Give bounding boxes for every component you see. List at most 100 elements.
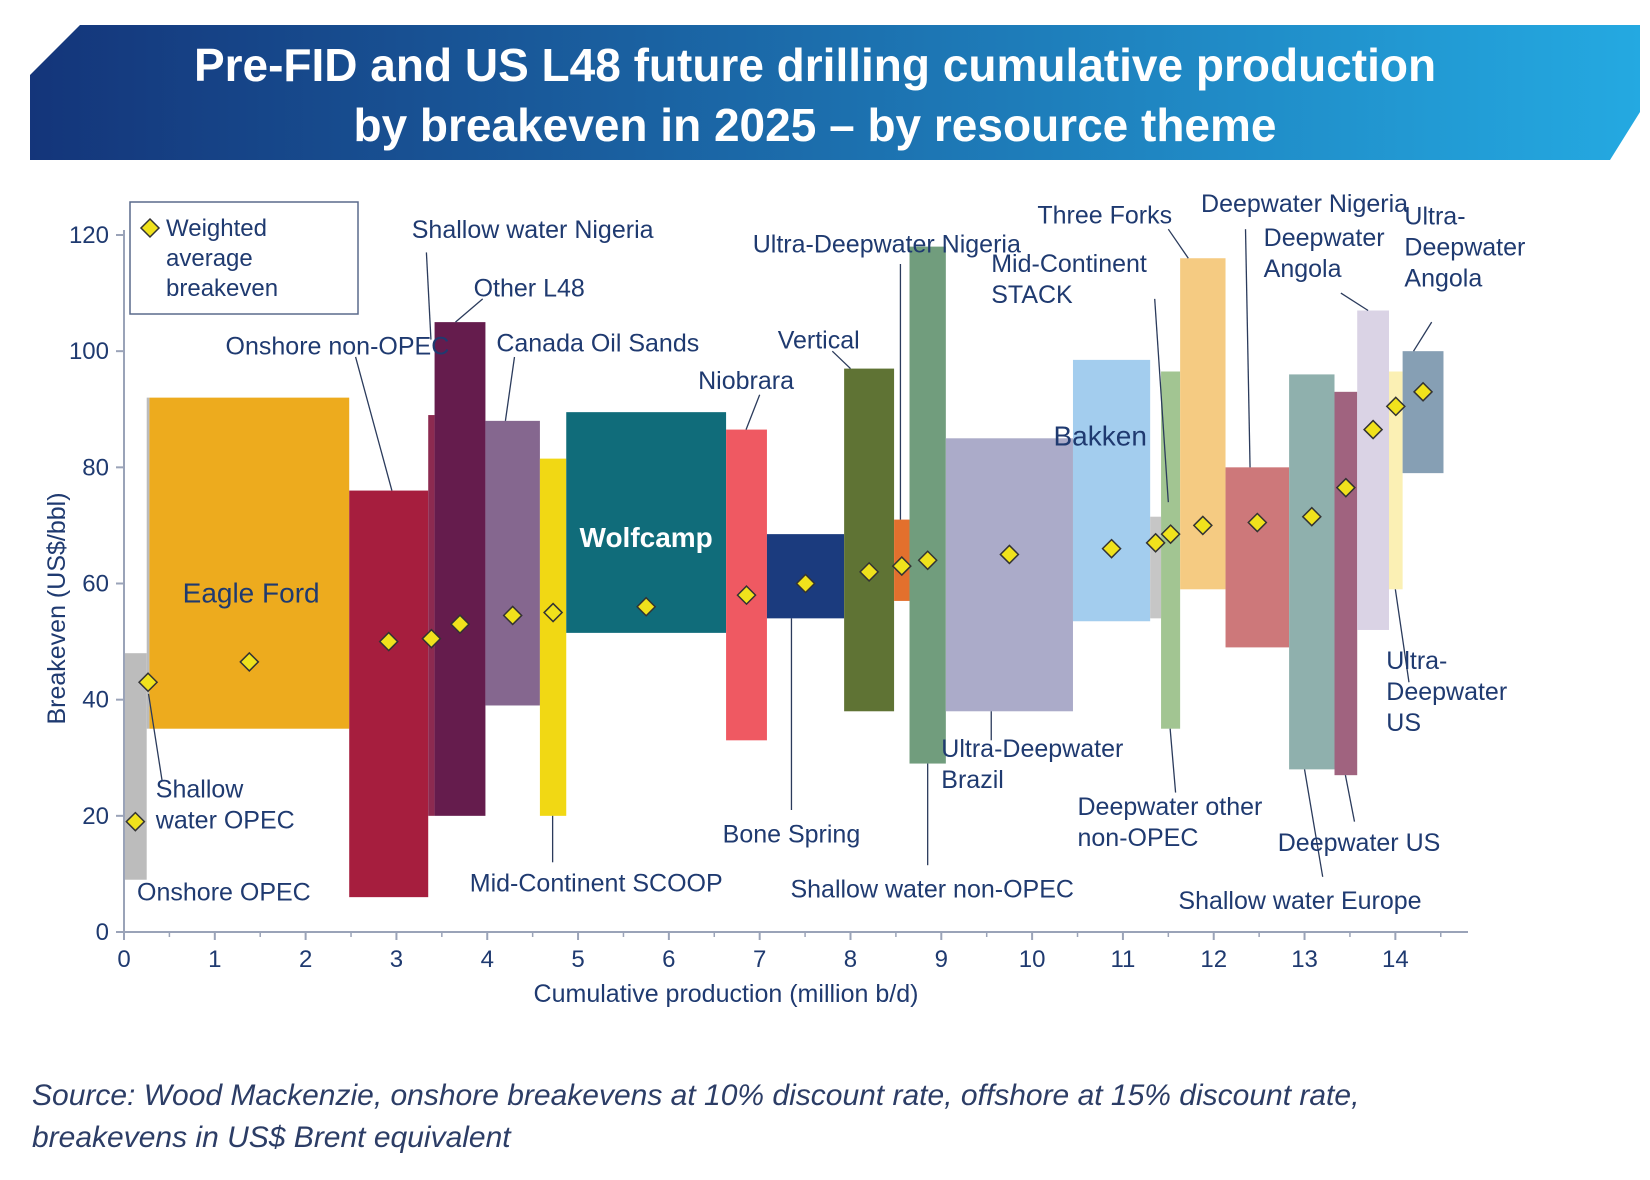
source-note: Source: Wood Mackenzie, onshore breakeve… (32, 1075, 1632, 1159)
legend-label-line-3: breakeven (166, 275, 278, 302)
marker-shallow-water-nigeria (421, 628, 442, 649)
x-tick-label: 9 (935, 946, 948, 973)
label-niobrara: Niobrara (698, 367, 794, 395)
x-tick-label: 0 (117, 946, 130, 973)
bar-vertical (844, 368, 895, 712)
label-deepwater-angola-line-1: Deepwater (1264, 224, 1385, 252)
source-note-line-2: breakevens in US$ Brent equivalent (32, 1121, 511, 1154)
legend-box (129, 201, 359, 315)
bar-ultra-deepwater-us (1388, 371, 1403, 590)
leader-canada-oil-sands (504, 356, 516, 421)
marker-ultra-deepwater-us (1385, 396, 1406, 417)
label-deepwater-other-non-opec-line-1: Deepwater other (1078, 793, 1263, 821)
marker-bone-spring (795, 573, 816, 594)
label-shallow-water-nigeria: Shallow water Nigeria (412, 216, 654, 244)
y-tick-label: 120 (69, 222, 109, 249)
label-bone-spring-line-1: Bone Spring (723, 820, 861, 848)
label-deepwater-angola-line-2: Angola (1264, 255, 1342, 283)
marker-shallow-water-europe (1301, 506, 1322, 527)
x-tick-label: 11 (1110, 946, 1135, 973)
leader-deepwater-us (1344, 775, 1356, 822)
label-canada-oil-sands-line-1: Canada Oil Sands (496, 329, 699, 357)
leader-other-l48 (455, 298, 484, 323)
label-shallow-water-opec-line-1: Shallow (156, 776, 244, 804)
legend: Weighted average breakeven (129, 201, 359, 315)
y-tick-label: 20 (82, 803, 109, 830)
label-wolfcamp-line-1: Wolfcamp (580, 522, 713, 553)
label-mid-continent-scoop-line-1: Mid-Continent SCOOP (470, 870, 723, 898)
label-ultra-deepwater-us-line-1: Ultra- (1386, 647, 1447, 675)
bar-niobrara (726, 429, 767, 741)
x-tick-label: 2 (299, 946, 312, 973)
leader-ultra-deepwater-angola (1412, 321, 1433, 352)
label-deepwater-angola: Deepwater Angola (1264, 224, 1385, 283)
chart-title-line-2: by breakeven in 2025 – by resource theme (353, 99, 1277, 151)
label-shallow-water-nigeria-line-1: Shallow water Nigeria (412, 216, 654, 244)
label-vertical-line-1: Vertical (778, 327, 860, 355)
label-three-forks-line-1: Three Forks (1037, 202, 1172, 230)
y-tick-label: 100 (69, 338, 109, 365)
label-onshore-non-opec: Onshore non-OPEC (226, 332, 450, 360)
leader-deepwater-angola (1340, 292, 1369, 312)
bar-shallow-water-nigeria (428, 415, 435, 816)
marker-wolfcamp (636, 596, 657, 617)
label-canada-oil-sands: Canada Oil Sands (496, 329, 699, 357)
x-tick-label: 13 (1291, 946, 1318, 973)
label-mid-continent-scoop: Mid-Continent SCOOP (470, 870, 723, 898)
label-ultra-deepwater-angola: Ultra- Deepwater Angola (1404, 203, 1525, 293)
label-shallow-water-opec-line-2: water OPEC (155, 807, 295, 835)
marker-ultra-deepwater-nigeria (891, 556, 912, 577)
marker-canada-oil-sands (502, 605, 523, 626)
legend-label-line-2: average (166, 245, 253, 272)
label-eagle-ford: Eagle Ford (183, 577, 320, 608)
marker-mid-continent-scoop (543, 602, 564, 623)
bar-deepwater-nigeria (1225, 467, 1290, 648)
label-deepwater-us: Deepwater US (1278, 829, 1441, 857)
label-ultra-deepwater-brazil-line-2: Brazil (941, 766, 1004, 794)
marker-mid-continent-stack (1160, 524, 1181, 545)
marker-shallow-water-non-opec (917, 550, 938, 571)
x-tick-label: 3 (390, 946, 403, 973)
x-tick-label: 12 (1200, 946, 1227, 973)
marker-ultra-deepwater-angola (1412, 381, 1434, 402)
marker-deepwater-nigeria (1247, 512, 1268, 533)
label-shallow-water-non-opec-line-1: Shallow water non-OPEC (790, 875, 1073, 903)
chart-title: Pre-FID and US L48 future drilling cumul… (30, 30, 1600, 160)
leader-three-forks (1167, 228, 1189, 259)
label-vertical: Vertical (778, 327, 860, 355)
leader-deepwater-nigeria (1244, 229, 1251, 468)
legend-label: Weighted average breakeven (166, 215, 278, 302)
label-ultra-deepwater-nigeria-line-1: Ultra-Deepwater Nigeria (753, 231, 1021, 259)
label-bakken-line-1: Bakken (1054, 420, 1147, 451)
bar-deepwater-other-non-opec (1180, 258, 1226, 590)
legend-label-line-1: Weighted (166, 215, 267, 242)
bar-shallow-water-europe (1289, 374, 1335, 770)
label-other-l48-line-1: Other L48 (474, 274, 585, 302)
y-tick-label: 60 (82, 571, 109, 598)
label-ultra-deepwater-nigeria: Ultra-Deepwater Nigeria (753, 231, 1021, 259)
leader-onshore-non-opec (354, 356, 393, 491)
cost-curve-chart: Onshore OPEC Shallow water OPEC Eagle Ford O… (43, 190, 1525, 1008)
x-tick-label: 6 (662, 946, 675, 973)
label-onshore-non-opec-line-1: Onshore non-OPEC (226, 332, 450, 360)
bar-other-l48 (434, 322, 486, 816)
title-banner (30, 25, 1640, 160)
label-wolfcamp: Wolfcamp (580, 522, 713, 553)
y-tick-label: 40 (82, 687, 109, 714)
x-tick-label: 1 (208, 946, 221, 973)
bar-onshore-non-opec (349, 490, 429, 898)
label-ultra-deepwater-angola-line-2: Deepwater (1404, 234, 1525, 262)
marker-deepwater-angola (1363, 419, 1384, 440)
label-shallow-water-europe-line-1: Shallow water Europe (1178, 887, 1421, 915)
bar-wolfcamp (566, 412, 727, 633)
label-shallow-water-europe: Shallow water Europe (1178, 887, 1421, 915)
x-axis-label: Cumulative production (million b/d) (534, 980, 919, 1008)
source-note-line-1: Source: Wood Mackenzie, onshore breakeve… (32, 1079, 1360, 1112)
title-banner-shape (30, 25, 1640, 160)
leader-niobrara (745, 394, 761, 430)
y-tick-label: 0 (96, 919, 109, 946)
label-ultra-deepwater-us: Ultra- Deepwater US (1386, 647, 1507, 737)
label-deepwater-other-non-opec: Deepwater other non-OPEC (1078, 793, 1263, 852)
label-niobrara-line-1: Niobrara (698, 367, 794, 395)
x-tick-label: 4 (481, 946, 494, 973)
